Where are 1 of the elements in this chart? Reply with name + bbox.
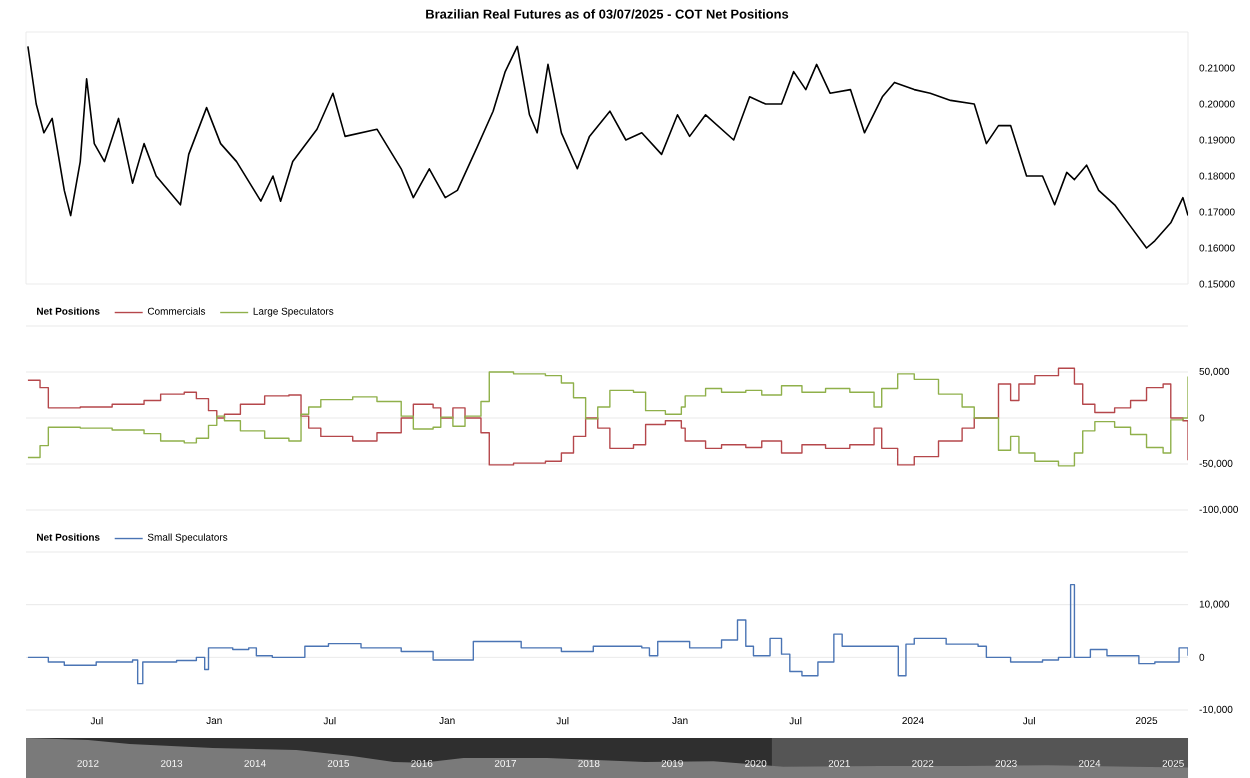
line-series [27, 45, 1189, 249]
